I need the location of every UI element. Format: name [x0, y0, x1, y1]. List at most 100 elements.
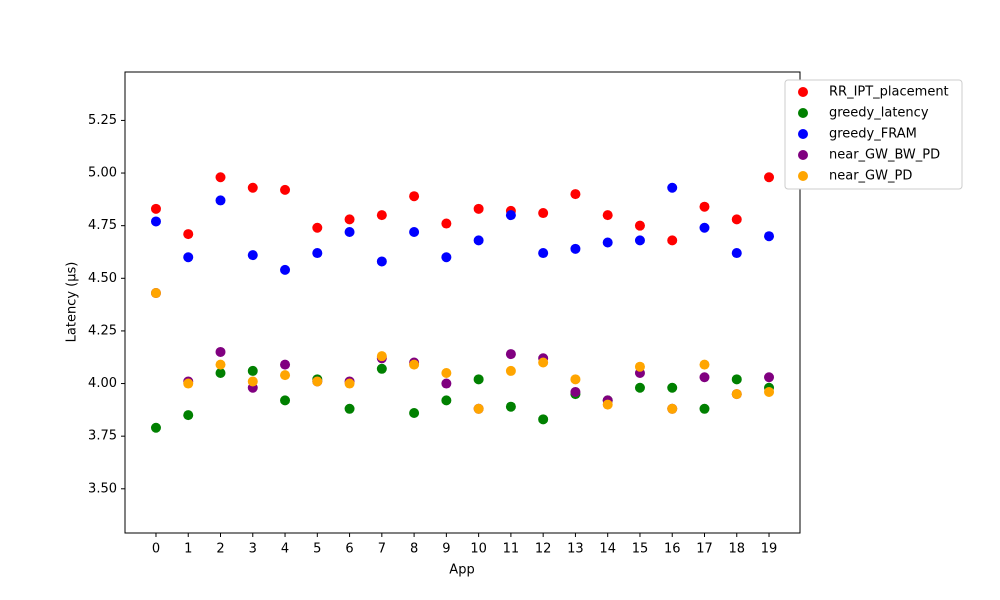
legend-marker — [798, 150, 808, 160]
y-tick-label: 4.75 — [88, 218, 117, 233]
point — [473, 203, 484, 214]
y-tick-label: 5.25 — [88, 113, 117, 128]
point — [570, 243, 581, 254]
x-axis-label: App — [449, 563, 474, 578]
y-tick-label: 3.75 — [88, 429, 117, 444]
point — [215, 368, 226, 379]
point — [699, 222, 710, 233]
point — [505, 401, 516, 412]
point — [731, 214, 742, 225]
x-tick-label: 1 — [184, 542, 192, 557]
point — [441, 368, 452, 379]
point — [667, 382, 678, 393]
point — [505, 349, 516, 360]
point — [634, 235, 645, 246]
point — [409, 191, 420, 202]
legend-label: greedy_FRAM — [829, 127, 917, 142]
point — [312, 248, 323, 259]
point — [538, 208, 549, 219]
point — [602, 210, 613, 221]
x-tick-label: 10 — [470, 542, 487, 557]
point — [247, 182, 258, 193]
point — [602, 399, 613, 410]
point — [312, 222, 323, 233]
point — [731, 374, 742, 385]
point — [764, 172, 775, 183]
point — [312, 376, 323, 387]
point — [634, 361, 645, 372]
point — [570, 374, 581, 385]
x-tick-label: 19 — [761, 542, 778, 557]
x-tick-label: 13 — [567, 542, 584, 557]
point — [699, 372, 710, 383]
point — [344, 226, 355, 237]
point — [183, 378, 194, 389]
point — [441, 395, 452, 406]
point — [150, 203, 161, 214]
point — [505, 365, 516, 376]
point — [409, 226, 420, 237]
legend-label: near_GW_BW_PD — [829, 148, 940, 163]
point — [473, 374, 484, 385]
point — [731, 389, 742, 400]
point — [667, 403, 678, 414]
plot-frame — [124, 71, 801, 534]
point — [280, 359, 291, 370]
point — [183, 229, 194, 240]
point — [409, 359, 420, 370]
point — [699, 201, 710, 212]
point — [441, 378, 452, 389]
legend-label: greedy_latency — [829, 106, 929, 121]
point — [764, 231, 775, 242]
point — [215, 359, 226, 370]
x-tick-label: 18 — [728, 542, 745, 557]
point — [344, 214, 355, 225]
legend-box — [784, 79, 963, 190]
y-tick-label: 3.50 — [88, 481, 117, 496]
point — [764, 372, 775, 383]
x-tick-label: 5 — [313, 542, 321, 557]
point — [150, 422, 161, 433]
point — [183, 252, 194, 263]
point — [570, 386, 581, 397]
legend-label: near_GW_PD — [829, 169, 912, 184]
x-tick-label: 11 — [503, 542, 520, 557]
point — [280, 370, 291, 381]
point — [634, 382, 645, 393]
point — [764, 386, 775, 397]
point — [731, 248, 742, 259]
point — [602, 237, 613, 248]
point — [538, 357, 549, 368]
x-tick-label: 8 — [410, 542, 418, 557]
point — [538, 248, 549, 259]
point — [247, 376, 258, 387]
y-tick-label: 5.00 — [88, 166, 117, 181]
legend-marker — [798, 129, 808, 139]
point — [667, 182, 678, 193]
point — [505, 210, 516, 221]
point — [344, 378, 355, 389]
point — [280, 264, 291, 275]
y-tick-label: 4.00 — [88, 376, 117, 391]
point — [215, 346, 226, 357]
point — [215, 195, 226, 206]
point — [280, 395, 291, 406]
x-tick-label: 3 — [249, 542, 257, 557]
point — [247, 250, 258, 261]
point — [634, 220, 645, 231]
x-tick-label: 7 — [378, 542, 386, 557]
point — [183, 410, 194, 421]
point — [699, 403, 710, 414]
y-axis-label: Latency (µs) — [65, 262, 80, 343]
x-tick-label: 6 — [345, 542, 353, 557]
x-tick-label: 2 — [216, 542, 224, 557]
x-tick-label: 12 — [535, 542, 552, 557]
x-tick-label: 4 — [281, 542, 289, 557]
y-tick-label: 4.50 — [88, 271, 117, 286]
point — [376, 210, 387, 221]
point — [441, 218, 452, 229]
point — [376, 351, 387, 362]
point — [280, 184, 291, 195]
point — [344, 403, 355, 414]
